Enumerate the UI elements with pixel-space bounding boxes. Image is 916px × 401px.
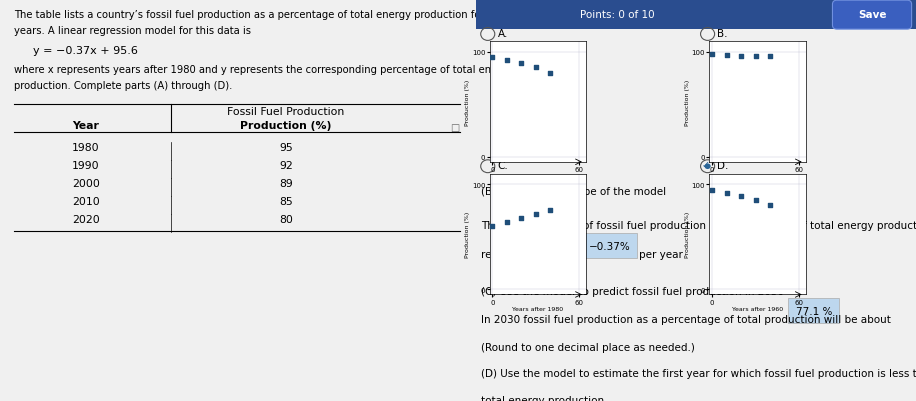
Point <box>705 51 720 58</box>
Text: production. Complete parts (A) through (D).: production. Complete parts (A) through (… <box>15 81 233 91</box>
X-axis label: Years after 1960: Years after 1960 <box>732 306 783 311</box>
Text: The table lists a country’s fossil fuel production as a percentage of total ener: The table lists a country’s fossil fuel … <box>15 10 530 20</box>
Y-axis label: Production (%): Production (%) <box>465 79 471 126</box>
FancyBboxPatch shape <box>789 298 839 323</box>
X-axis label: Years after 1980: Years after 1980 <box>512 306 563 311</box>
Point <box>748 54 763 60</box>
Point <box>485 223 500 230</box>
Text: 77.1 %: 77.1 % <box>796 306 832 316</box>
Point <box>529 65 543 71</box>
Point <box>543 207 558 213</box>
X-axis label: Years after 1980: Years after 1980 <box>732 174 783 179</box>
Text: respect to time is: respect to time is <box>481 250 572 260</box>
FancyBboxPatch shape <box>476 0 916 30</box>
Text: 92: 92 <box>278 160 293 170</box>
Text: D.: D. <box>717 161 728 171</box>
Text: y = −0.37x + 95.6: y = −0.37x + 95.6 <box>33 46 138 56</box>
Text: A.: A. <box>497 29 507 39</box>
Text: (Round to one decimal place as needed.): (Round to one decimal place as needed.) <box>481 342 694 352</box>
Text: In 2030 fossil fuel production as a percentage of total production will be about: In 2030 fossil fuel production as a perc… <box>481 314 890 324</box>
Text: Production (%): Production (%) <box>240 120 332 130</box>
Point <box>734 54 748 60</box>
Point <box>748 197 763 204</box>
Circle shape <box>704 164 711 170</box>
Text: 85: 85 <box>278 196 293 207</box>
Text: years. A linear regression model for this data is: years. A linear regression model for thi… <box>15 26 251 36</box>
Point <box>514 61 529 67</box>
Text: B.: B. <box>717 29 728 39</box>
Point <box>499 219 514 226</box>
Text: 89: 89 <box>278 178 293 188</box>
Point <box>719 190 734 196</box>
Text: per year: per year <box>639 250 682 260</box>
Text: 2020: 2020 <box>71 215 100 225</box>
Point <box>719 53 734 59</box>
Point <box>499 58 514 64</box>
Point <box>485 55 500 61</box>
Text: 80: 80 <box>278 215 293 225</box>
Y-axis label: Production (%): Production (%) <box>685 79 691 126</box>
Text: 1980: 1980 <box>72 142 100 152</box>
FancyBboxPatch shape <box>833 1 911 30</box>
Text: 1990: 1990 <box>72 160 100 170</box>
Text: 2000: 2000 <box>71 178 100 188</box>
Text: (B) Interpret the slope of the model: (B) Interpret the slope of the model <box>481 186 666 196</box>
Point <box>763 54 778 60</box>
Y-axis label: Production (%): Production (%) <box>465 211 471 258</box>
Point <box>514 215 529 222</box>
Point <box>543 70 558 77</box>
Text: ✓: ✓ <box>702 160 710 170</box>
FancyBboxPatch shape <box>582 234 637 259</box>
Text: 95: 95 <box>278 142 293 152</box>
Text: The rate of change of fossil fuel production as a percentage of total energy pro: The rate of change of fossil fuel produc… <box>481 221 916 231</box>
Text: −0.37%: −0.37% <box>589 242 630 251</box>
Text: (C) Use the model to predict fossil fuel production in 2030: (C) Use the model to predict fossil fuel… <box>481 286 784 296</box>
X-axis label: Years after 1980: Years after 1980 <box>512 174 563 179</box>
Point <box>705 187 720 193</box>
Text: Fossil Fuel Production: Fossil Fuel Production <box>227 106 344 116</box>
Text: C.: C. <box>497 161 508 171</box>
Text: □: □ <box>451 123 460 133</box>
Text: Save: Save <box>857 10 887 20</box>
Text: Points: 0 of 10: Points: 0 of 10 <box>580 10 654 20</box>
Text: (D) Use the model to estimate the first year for which fossil fuel production is: (D) Use the model to estimate the first … <box>481 368 916 378</box>
Text: 2010: 2010 <box>71 196 100 207</box>
Point <box>529 211 543 217</box>
Point <box>763 203 778 209</box>
Y-axis label: Production (%): Production (%) <box>685 211 691 258</box>
Text: where x represents years after 1980 and y represents the corresponding percentag: where x represents years after 1980 and … <box>15 65 514 75</box>
Point <box>734 193 748 200</box>
Text: Year: Year <box>72 120 99 130</box>
Text: total energy production.: total energy production. <box>481 395 607 401</box>
